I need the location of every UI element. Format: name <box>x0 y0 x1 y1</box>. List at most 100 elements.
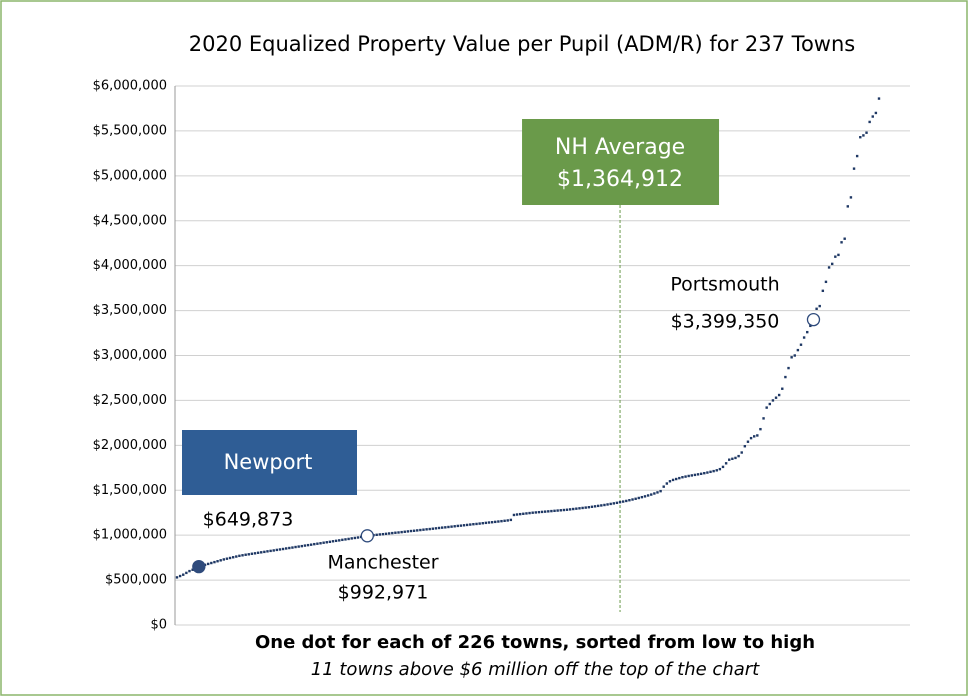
chart-title: 2020 Equalized Property Value per Pupil … <box>189 32 855 56</box>
dot <box>877 97 881 100</box>
dot <box>210 561 213 565</box>
dot <box>272 549 275 552</box>
dot <box>550 509 553 513</box>
dot <box>434 527 438 530</box>
dot <box>693 473 697 477</box>
dot <box>419 528 422 532</box>
dot <box>306 543 310 547</box>
dot <box>543 510 547 513</box>
dot <box>285 547 288 550</box>
dot <box>387 532 391 535</box>
dot <box>384 532 388 536</box>
dot <box>556 509 559 512</box>
y-tick-label: $1,000,000 <box>93 528 167 543</box>
dot <box>625 499 628 503</box>
dot <box>868 120 871 124</box>
dot <box>578 507 581 510</box>
dot <box>675 477 678 481</box>
dot <box>793 354 796 357</box>
dot <box>244 553 247 556</box>
dot <box>643 495 647 498</box>
y-tick-label: $500,000 <box>105 573 167 588</box>
dot <box>721 465 725 469</box>
dot <box>631 498 634 501</box>
dot <box>706 471 709 474</box>
highlight-name: Manchester <box>327 552 438 574</box>
dot <box>831 262 834 266</box>
dot <box>353 536 357 540</box>
dot <box>690 474 693 477</box>
dot <box>650 493 653 496</box>
dot <box>728 458 731 461</box>
dot <box>581 506 584 510</box>
dot <box>428 527 431 531</box>
dot <box>534 511 537 514</box>
dot <box>281 547 285 551</box>
dot <box>247 553 250 556</box>
dot <box>465 523 469 527</box>
dot <box>862 134 865 137</box>
dot <box>678 476 681 480</box>
dot <box>515 513 519 516</box>
y-tick-label: $4,500,000 <box>93 213 167 228</box>
dot <box>734 456 737 460</box>
y-tick-label: $6,000,000 <box>93 79 167 94</box>
dot <box>696 473 700 476</box>
dot <box>260 551 263 554</box>
dot <box>621 500 625 503</box>
dot <box>575 507 578 510</box>
average-label: NH Average <box>555 135 685 160</box>
dot <box>634 497 637 500</box>
dot <box>269 549 272 553</box>
dot <box>537 510 541 514</box>
dot <box>768 402 771 406</box>
highlight-name: Portsmouth <box>670 274 779 296</box>
dot <box>303 544 307 547</box>
dot <box>347 537 350 541</box>
dot <box>865 131 868 134</box>
dot <box>291 546 294 549</box>
dot <box>531 511 534 514</box>
highlight-value: $3,399,350 <box>671 311 780 333</box>
dot <box>653 492 656 495</box>
dot <box>462 524 466 527</box>
dot <box>837 253 840 257</box>
dot <box>216 560 219 563</box>
dot <box>481 522 484 525</box>
highlight-point <box>806 312 821 327</box>
dot <box>565 508 569 511</box>
dot <box>406 530 410 533</box>
dot <box>525 512 528 515</box>
dot <box>188 569 191 573</box>
dot <box>207 562 210 566</box>
dot <box>484 521 488 525</box>
footer: One dot for each of 226 towns, sorted fr… <box>255 632 815 653</box>
dot <box>656 491 659 494</box>
dot <box>400 530 403 534</box>
dot <box>175 576 179 579</box>
dot <box>444 526 447 529</box>
dot <box>522 512 525 515</box>
y-tick-label: $2,500,000 <box>93 393 167 408</box>
dot <box>646 494 650 497</box>
dot <box>553 509 556 513</box>
dot <box>606 503 609 506</box>
dot <box>703 471 706 475</box>
highlight-value: $992,971 <box>338 582 429 604</box>
dot <box>219 559 222 562</box>
dot <box>490 521 494 524</box>
average-box <box>522 119 720 205</box>
dot <box>487 521 491 524</box>
dot <box>478 522 481 525</box>
dot <box>587 506 591 509</box>
dot <box>799 343 803 346</box>
dot <box>338 539 341 542</box>
dot <box>459 524 463 527</box>
dot <box>756 434 759 437</box>
dot <box>441 526 444 529</box>
dot <box>681 476 684 479</box>
dot <box>497 520 500 523</box>
dot <box>528 511 531 515</box>
dot <box>231 556 235 559</box>
